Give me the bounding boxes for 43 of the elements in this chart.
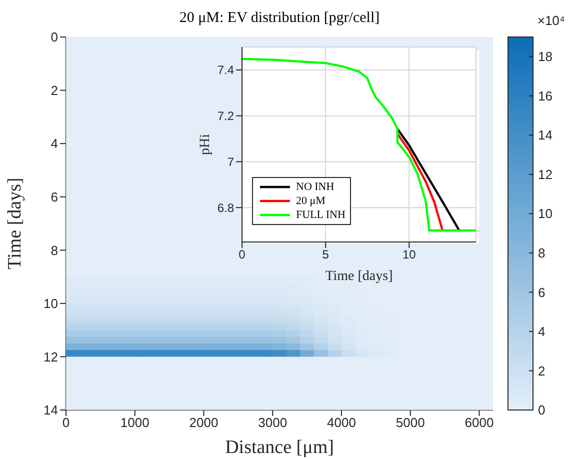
y-tick-label: 4 bbox=[50, 136, 58, 152]
y-tick-label: 10 bbox=[44, 296, 58, 312]
x-tick-label: 5000 bbox=[396, 415, 425, 430]
line-series bbox=[396, 128, 460, 232]
x-axis-title: Distance [μm] bbox=[225, 437, 334, 458]
x-tick-label: 0 bbox=[62, 415, 70, 430]
y-tick-label: 2 bbox=[50, 82, 58, 98]
line-series bbox=[396, 132, 444, 232]
color-bar-label: 0 bbox=[538, 402, 546, 418]
y-tick-label: 8 bbox=[50, 242, 58, 258]
x-tick-label: 10 bbox=[402, 248, 416, 262]
color-bar-label: 10 bbox=[538, 206, 552, 222]
color-bar-label: 8 bbox=[538, 245, 546, 260]
legend-label: NO INH bbox=[296, 180, 334, 194]
color-bar-label: 2 bbox=[538, 363, 546, 378]
color-bar-label: 18 bbox=[538, 49, 552, 64]
x-tick-label: 2000 bbox=[189, 415, 218, 430]
color-bar-label: 6 bbox=[538, 284, 546, 300]
legend-label: FULL INH bbox=[296, 208, 346, 222]
y-tick-label: 7.2 bbox=[217, 109, 234, 124]
y-tick-label: 7 bbox=[227, 154, 234, 169]
legend-label: 20 μM bbox=[296, 194, 326, 208]
x-tick-label: 0 bbox=[238, 248, 246, 262]
y-tick-label: 12 bbox=[44, 349, 58, 364]
x-axis-title: Time [days] bbox=[325, 269, 393, 284]
x-tick-label: 3000 bbox=[258, 415, 288, 430]
y-tick-label: 7.4 bbox=[217, 63, 234, 78]
color-bar-label: 16 bbox=[538, 88, 552, 104]
y-axis-title: Time [days] bbox=[4, 178, 26, 270]
chart-title: 20 μM: EV distribution [pgr/cell] bbox=[178, 10, 381, 27]
x-tick-label: 1000 bbox=[120, 415, 150, 430]
x-tick-label: 4000 bbox=[327, 415, 356, 430]
y-axis-title: pHi bbox=[198, 134, 213, 155]
y-tick-label: 6 bbox=[50, 189, 58, 204]
color-bar-label: 14 bbox=[538, 128, 552, 143]
x-tick-label: 6000 bbox=[464, 415, 494, 430]
x-tick-label: 5 bbox=[322, 248, 330, 262]
color-bar-label: 4 bbox=[538, 324, 546, 340]
y-tick-label: 14 bbox=[44, 402, 58, 418]
color-bar-title: ×10⁴ bbox=[537, 13, 565, 28]
y-tick-label: 0 bbox=[50, 30, 58, 45]
color-bar-label: 12 bbox=[538, 166, 552, 182]
y-tick-label: 6.8 bbox=[217, 200, 234, 215]
